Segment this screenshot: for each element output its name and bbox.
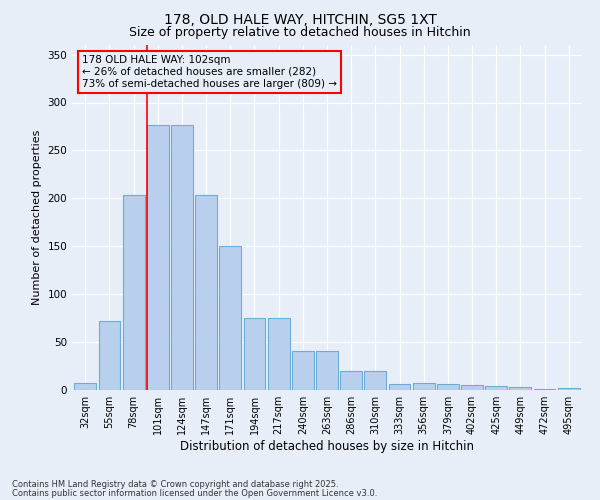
Bar [485, 386, 507, 390]
Bar [389, 384, 410, 390]
Y-axis label: Number of detached properties: Number of detached properties [32, 130, 42, 305]
Bar [558, 388, 580, 390]
Bar [220, 246, 241, 390]
Bar [533, 389, 556, 390]
Bar [340, 371, 362, 390]
Bar [461, 385, 483, 390]
Bar [123, 194, 145, 390]
X-axis label: Distribution of detached houses by size in Hitchin: Distribution of detached houses by size … [180, 440, 474, 453]
Bar [195, 194, 217, 390]
Bar [98, 321, 121, 390]
Text: 178 OLD HALE WAY: 102sqm
← 26% of detached houses are smaller (282)
73% of semi-: 178 OLD HALE WAY: 102sqm ← 26% of detach… [82, 56, 337, 88]
Bar [292, 350, 314, 390]
Text: Contains HM Land Registry data © Crown copyright and database right 2025.: Contains HM Land Registry data © Crown c… [12, 480, 338, 489]
Bar [268, 318, 290, 390]
Bar [364, 371, 386, 390]
Bar [147, 124, 169, 390]
Bar [74, 384, 96, 390]
Bar [509, 387, 531, 390]
Bar [244, 318, 265, 390]
Bar [413, 384, 434, 390]
Text: Contains public sector information licensed under the Open Government Licence v3: Contains public sector information licen… [12, 488, 377, 498]
Text: Size of property relative to detached houses in Hitchin: Size of property relative to detached ho… [129, 26, 471, 39]
Bar [171, 124, 193, 390]
Text: 178, OLD HALE WAY, HITCHIN, SG5 1XT: 178, OLD HALE WAY, HITCHIN, SG5 1XT [164, 12, 436, 26]
Bar [316, 350, 338, 390]
Bar [437, 384, 459, 390]
